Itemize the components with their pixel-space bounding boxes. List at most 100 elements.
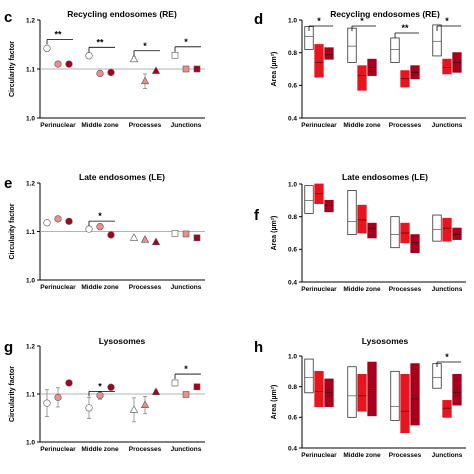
y-tick-label: 0.4 [288,445,297,452]
box [442,217,452,242]
significance-marker: ** [96,37,104,47]
y-tick-label: 0.8 [288,214,297,221]
panel-label: h [254,339,263,356]
panel-label: g [4,339,13,356]
x-category-label: Junctions [171,122,202,129]
x-category-label: Processes [389,286,422,293]
data-point-triangle [151,387,161,395]
box [357,373,367,412]
data-point-circle [85,52,93,60]
y-axis-title: Area (µm²) [271,52,278,87]
box [452,373,462,406]
x-category-label: Processes [129,122,162,129]
data-point-circle [43,44,51,53]
y-tick-label: 1.0 [26,439,35,446]
data-point-square [193,65,201,73]
x-category-label: Junctions [171,284,202,291]
panel-g: g Lysosomes Circularity factor 1.0 1.1 1.2 Per… [4,336,205,453]
significance-marker: * [98,381,102,391]
panel-c: c Recycling endosomes (RE) Circularity fac… [4,9,205,129]
box [357,204,367,234]
data-point-circle [85,225,93,233]
x-category-label: Junctions [171,446,202,453]
box [390,370,400,421]
data-point-triangle [129,233,139,241]
panel-title: Late endosomes (LE) [79,172,165,182]
data-point-circle [96,69,104,78]
box [390,216,400,249]
data-point-circle [96,223,104,231]
y-axis-title: Circularity factor [9,41,16,97]
x-category-label: Processes [389,122,422,129]
data-point-circle [54,393,62,401]
y-tick-label: 1.0 [288,17,297,24]
box [367,361,377,417]
data-point-circle [43,219,51,227]
data-point-triangle [140,235,150,243]
data-point-square [193,234,201,242]
box [400,373,410,434]
panel-label: f [254,207,260,224]
y-axis-title: Circularity factor [9,366,16,422]
significance-marker: * [143,41,147,51]
data-point-square [171,51,179,59]
x-category-label: Middle zone [343,122,381,129]
data-point-triangle [129,405,139,413]
x-category-label: Perinuclear [40,122,76,129]
data-point-circle [107,231,115,239]
panel-label: c [4,9,12,26]
significance-marker: ** [54,29,62,39]
y-tick-label: 1.0 [26,277,35,284]
data-point-circle [96,391,104,400]
box [452,227,462,240]
data-point-circle [107,68,115,77]
significance-marker: * [360,16,364,26]
data-point-square [182,65,190,73]
x-category-label: Middle zone [81,446,119,453]
box [442,58,452,75]
panel-e: e Late endosomes (LE) Circularity factor 1.… [4,172,205,291]
y-tick-label: 0.4 [288,115,297,122]
significance-marker: * [445,352,449,362]
data-point-circle [65,217,73,225]
x-category-label: Junctions [432,452,463,459]
panel-h: h Lysosomes Area (µm²) 0.4 0.6 0.8 1.0 Perinucl… [254,336,466,459]
data-point-circle [65,60,73,68]
box [357,65,367,91]
box [432,363,442,389]
box [367,222,377,239]
data-point-square [171,379,179,387]
significance-marker: * [184,364,188,374]
data-point-circle [107,383,115,391]
panel-f: f Late endosomes (LE) Area (µm²) 0.4 0.6 0.8 1… [254,172,466,293]
significance-marker: * [445,16,449,26]
box [432,214,442,242]
y-tick-label: 1.1 [26,66,35,73]
panel-title: Lysosomes [362,336,409,346]
y-tick-label: 0.4 [288,279,297,286]
box [314,44,324,78]
box [314,370,324,408]
box [347,190,357,236]
x-category-label: Processes [389,452,422,459]
box [410,234,420,253]
y-tick-label: 1.0 [288,353,297,360]
panel-label: e [4,175,12,192]
x-category-label: Middle zone [81,122,119,129]
significance-marker: * [317,16,321,26]
data-point-triangle [140,400,150,408]
y-tick-label: 0.8 [288,384,297,391]
y-tick-label: 0.6 [288,415,297,422]
data-point-circle [54,60,62,68]
y-tick-label: 1.2 [26,343,35,350]
y-tick-label: 0.6 [288,83,297,90]
y-tick-label: 1.2 [26,180,35,187]
box [442,400,452,418]
box [347,366,357,418]
panel-title: Late endosomes (LE) [342,172,428,182]
y-axis-title: Area (µm²) [271,216,278,251]
y-tick-label: 1.2 [26,17,35,24]
x-category-label: Junctions [432,286,463,293]
data-point-circle [43,399,51,407]
